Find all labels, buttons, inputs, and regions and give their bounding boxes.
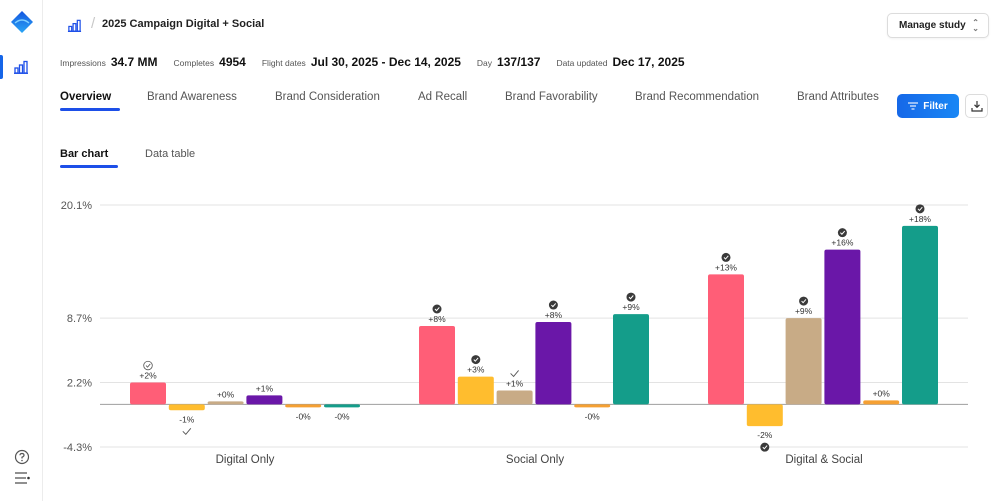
data-label: +1% (506, 378, 524, 388)
significance-check-icon (471, 355, 481, 365)
study-stats: Impressions 34.7 MM Completes 4954 Fligh… (60, 55, 701, 71)
data-label: +16% (831, 238, 853, 248)
stat-value-flight-dates: Jul 30, 2025 - Dec 14, 2025 (310, 55, 461, 69)
bar (419, 326, 455, 405)
bar-chart-icon (14, 60, 28, 74)
bar (246, 395, 283, 405)
stat-value-data-updated: Dec 17, 2025 (612, 55, 685, 69)
filter-label: Filter (923, 100, 948, 112)
bar (535, 322, 572, 405)
sidebar-item-dashboard[interactable] (13, 59, 29, 75)
significance-check-icon (548, 300, 558, 310)
data-label: +8% (428, 314, 446, 324)
stat-value-day: 137/137 (497, 55, 541, 69)
data-label: -2% (757, 430, 773, 440)
y-tick-label: 20.1% (61, 200, 92, 212)
significance-check-icon (837, 228, 847, 238)
bar-chart-icon[interactable] (67, 18, 82, 33)
tab-brand-consideration[interactable]: Brand Consideration (275, 91, 380, 103)
significance-check-icon (626, 292, 636, 302)
stat-value-completes: 4954 (219, 55, 246, 69)
bar (746, 404, 783, 427)
tab-data-table[interactable]: Data table (145, 148, 196, 160)
download-button[interactable] (965, 94, 988, 118)
tab-brand-awareness[interactable]: Brand Awareness (147, 91, 237, 103)
tab-brand-favorability[interactable]: Brand Favorability (505, 91, 598, 103)
download-icon (970, 101, 983, 112)
data-label: +9% (795, 306, 813, 316)
bar (496, 390, 533, 405)
significance-check-icon (760, 442, 770, 452)
significance-check-outline-icon (143, 360, 153, 371)
stat-value-impressions: 34.7 MM (110, 55, 158, 69)
breadcrumb-separator: / (91, 15, 96, 32)
data-label: +9% (622, 302, 640, 312)
data-label: +18% (909, 214, 931, 224)
y-tick-label: -4.3% (63, 442, 92, 454)
x-axis-category-label: Digital & Social (785, 454, 862, 466)
data-label: -0% (334, 411, 350, 421)
expand-menu-icon[interactable] (14, 471, 30, 485)
help-icon[interactable] (14, 449, 30, 465)
data-label: +1% (256, 383, 274, 393)
manage-study-label: Manage study (899, 20, 966, 31)
tab-brand-recommendation[interactable]: Brand Recommendation (635, 91, 760, 103)
tab-overview[interactable]: Overview (60, 91, 112, 103)
active-view-indicator (60, 165, 118, 168)
bar (457, 376, 494, 405)
tab-ad-recall[interactable]: Ad Recall (418, 91, 468, 103)
significance-check-icon (799, 296, 809, 306)
significance-check-icon (721, 252, 731, 262)
tab-bar-chart[interactable]: Bar chart (60, 148, 109, 160)
data-label: -0% (585, 411, 601, 421)
data-label: +0% (873, 388, 891, 398)
page-title: 2025 Campaign Digital + Social (102, 18, 265, 30)
bar (613, 314, 649, 405)
data-label: +3% (467, 365, 485, 375)
bar (902, 225, 938, 405)
filter-button[interactable]: Filter (897, 94, 959, 118)
data-label: +13% (715, 262, 737, 272)
app-logo-icon[interactable] (10, 10, 34, 34)
stat-label-flight-dates: Flight dates (261, 58, 306, 68)
manage-study-button[interactable]: Manage study ⌃ ⌄ (887, 13, 989, 38)
data-label: +0% (217, 389, 235, 399)
bar (824, 249, 861, 405)
bar (324, 404, 360, 408)
filter-icon (908, 102, 919, 110)
bar (863, 400, 900, 405)
bar (708, 274, 744, 405)
y-tick-label: 2.2% (67, 378, 92, 390)
data-label: +8% (545, 310, 563, 320)
bar (168, 404, 205, 411)
bar (574, 404, 611, 408)
stat-label-data-updated: Data updated (556, 58, 608, 68)
significance-check-icon (432, 304, 442, 314)
data-label: -1% (179, 414, 195, 424)
bar (207, 401, 244, 405)
bar (285, 404, 322, 408)
chevron-up-down-icon: ⌃ ⌄ (972, 18, 979, 33)
active-tab-indicator (60, 108, 120, 111)
x-axis-category-label: Digital Only (216, 454, 275, 466)
sidebar (0, 0, 43, 501)
bar (130, 382, 166, 405)
top-bar: / 2025 Campaign Digital + Social Manage … (43, 0, 1000, 50)
stat-label-completes: Completes (173, 58, 215, 68)
significance-check-icon (915, 204, 925, 214)
check-icon (510, 370, 519, 378)
check-icon (182, 428, 192, 435)
y-tick-label: 8.7% (67, 313, 92, 325)
stat-label-day: Day (476, 58, 493, 68)
stat-label-impressions: Impressions (60, 58, 106, 68)
data-label: +2% (139, 371, 157, 381)
sidebar-active-indicator (0, 55, 3, 79)
bar (785, 318, 822, 405)
data-label: -0% (296, 411, 312, 421)
tab-brand-attributes[interactable]: Brand Attributes (797, 91, 879, 103)
x-axis-category-label: Social Only (506, 454, 564, 466)
